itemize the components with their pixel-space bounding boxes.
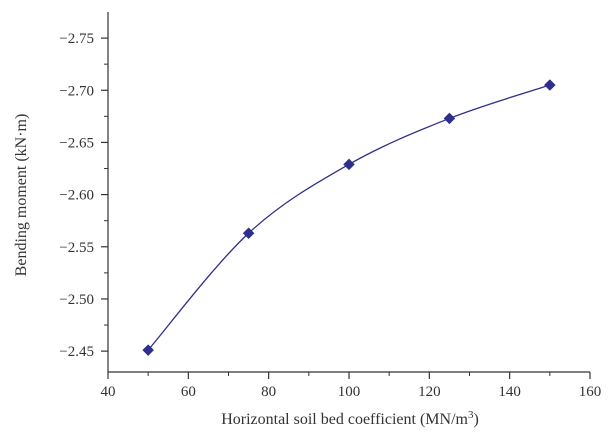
x-tick-label: 80 — [261, 384, 276, 400]
data-point-marker — [343, 158, 355, 171]
x-axis-label: Horizontal soil bed coefficient (MN/m3) — [221, 409, 479, 428]
x-tick-label: 60 — [181, 384, 196, 400]
x-tick-label: 140 — [498, 384, 521, 400]
data-point-marker — [443, 112, 456, 125]
x-axis-label-main: Horizontal soil bed coefficient (MN/m — [221, 411, 468, 428]
data-point-marker — [242, 227, 255, 240]
data-point-marker — [543, 79, 556, 91]
axes — [107, 12, 590, 373]
y-axis-label: Bending moment (kN·m) — [13, 114, 30, 277]
y-tick-label: −2.65 — [59, 135, 94, 151]
x-tick-label: 100 — [338, 384, 361, 400]
x-axis-label-close: ) — [473, 411, 478, 428]
x-tick-label: 120 — [418, 384, 441, 400]
y-tick-label: −2.50 — [59, 292, 94, 308]
series-line — [147, 84, 551, 351]
series-layer — [142, 79, 556, 356]
y-tick-label: −2.45 — [59, 344, 94, 360]
x-axis-label-superscript: 3 — [468, 409, 474, 421]
y-tick-label: −2.70 — [59, 83, 94, 99]
y-tick-label: −2.75 — [59, 31, 94, 47]
y-axis-ticks: −2.45 −2.50 −2.55 −2.60 −2.65 −2.70 −2.75 — [59, 31, 108, 360]
x-axis-ticks: 40 60 80 100 120 140 160 — [101, 372, 602, 400]
x-tick-label: 40 — [101, 384, 116, 400]
y-tick-label: −2.55 — [59, 240, 94, 256]
y-tick-label: −2.60 — [59, 188, 94, 204]
x-tick-label: 160 — [579, 384, 602, 400]
data-point-marker — [142, 344, 155, 356]
